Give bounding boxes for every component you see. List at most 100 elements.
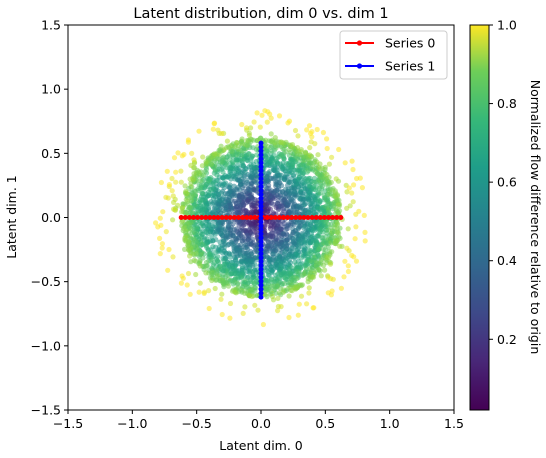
scatter-point <box>264 294 270 300</box>
colorbar-ticks: 0.2 0.4 0.6 0.8 1.0 <box>489 18 517 347</box>
scatter-point <box>155 224 161 230</box>
scatter-point <box>163 229 169 235</box>
scatter-point <box>225 283 232 289</box>
series-0-marker <box>248 215 254 220</box>
scatter-point <box>193 271 199 278</box>
scatter-point <box>337 225 343 231</box>
series-0-marker <box>244 215 250 220</box>
scatter-point <box>334 192 340 198</box>
scatter-point <box>307 145 313 151</box>
scatter-point <box>311 305 317 311</box>
scatter-point <box>316 246 322 252</box>
scatter-point <box>239 121 245 128</box>
scatter-point <box>304 262 310 268</box>
x-tick-label: 0.0 <box>251 416 271 431</box>
scatter-point <box>268 115 274 121</box>
scatter-point <box>336 146 342 153</box>
scatter-point <box>251 119 257 125</box>
scatter-point <box>276 180 282 186</box>
scatter-point <box>227 254 233 260</box>
scatter-point <box>267 169 273 175</box>
scatter-point <box>337 235 343 241</box>
scatter-point <box>179 209 185 215</box>
series-1-marker <box>258 239 264 245</box>
scatter-point <box>157 235 163 241</box>
scatter-point <box>179 223 185 229</box>
scatter-point <box>350 199 356 205</box>
scatter-point <box>284 226 290 232</box>
scatter-point <box>295 312 301 318</box>
series-0-marker <box>317 215 323 220</box>
scatter-point <box>216 147 222 153</box>
series-0-marker <box>223 215 229 220</box>
series-1-marker <box>258 290 264 296</box>
scatter-point <box>336 230 342 236</box>
scatter-point <box>187 291 193 297</box>
scatter-point <box>349 158 355 164</box>
scatter-point <box>183 188 189 194</box>
scatter-point <box>267 206 273 212</box>
scatter-point <box>304 301 310 307</box>
scatter-point <box>262 108 268 114</box>
y-tick-label: 0.5 <box>41 146 61 161</box>
scatter-point <box>335 178 342 184</box>
scatter-point <box>341 274 347 280</box>
series-0-marker <box>199 215 205 220</box>
y-tick-label: 0.0 <box>41 210 61 225</box>
series-0-marker <box>330 215 336 220</box>
scatter-point <box>291 277 298 284</box>
scatter-point <box>349 190 355 196</box>
series-0-marker <box>297 215 303 220</box>
scatter-point <box>234 139 240 146</box>
series-1-marker <box>258 223 264 229</box>
y-tick-label: 1.0 <box>41 82 61 97</box>
series-0-marker <box>326 215 331 220</box>
scatter-point <box>307 175 313 181</box>
scatter-point <box>185 242 191 248</box>
scatter-point <box>178 168 184 174</box>
x-tick-label: −0.5 <box>181 416 211 431</box>
scatter-point <box>158 179 164 186</box>
scatter-point <box>357 175 363 181</box>
series-1-marker <box>258 168 264 174</box>
series-1-marker <box>258 274 264 280</box>
scatter-point <box>325 244 331 250</box>
scatter-point <box>338 285 344 291</box>
scatter-point <box>276 113 283 119</box>
scatter-point <box>324 136 330 142</box>
scatter-point <box>211 120 218 126</box>
scatter-point <box>227 300 234 307</box>
scatter-point <box>337 208 343 214</box>
scatter-point <box>330 276 336 282</box>
y-axis-ticks: −1.5 −1.0 −0.5 0.0 0.5 1.0 1.5 <box>31 18 68 418</box>
scatter-point <box>339 243 345 249</box>
series-1-marker <box>258 152 264 158</box>
scatter-point <box>182 237 188 243</box>
scatter-point <box>164 168 170 174</box>
scatter-point <box>179 219 185 225</box>
series-1-marker <box>258 286 264 292</box>
series-1-marker <box>258 203 264 209</box>
scatter-point <box>159 241 165 247</box>
scatter-point <box>197 280 203 286</box>
scatter-point <box>255 307 261 313</box>
scatter-point <box>252 302 258 308</box>
scatter-point <box>253 257 260 263</box>
scatter-point <box>303 200 309 206</box>
scatter-point <box>209 277 215 284</box>
scatter-point <box>227 182 233 188</box>
chart-title: Latent distribution, dim 0 vs. dim 1 <box>133 6 388 22</box>
scatter-point <box>306 290 312 296</box>
scatter-point <box>196 289 202 295</box>
scatter-point <box>260 321 266 328</box>
series-0-marker <box>276 215 282 220</box>
series-0-marker <box>240 215 246 220</box>
scatter-point <box>189 189 195 195</box>
x-tick-label: 0.5 <box>315 416 335 431</box>
scatter-point <box>170 254 176 260</box>
scatter-point <box>182 246 188 252</box>
scatter-point <box>328 292 334 298</box>
scatter-point <box>235 162 241 168</box>
scatter-point <box>210 126 216 132</box>
scatter-point <box>218 143 224 149</box>
